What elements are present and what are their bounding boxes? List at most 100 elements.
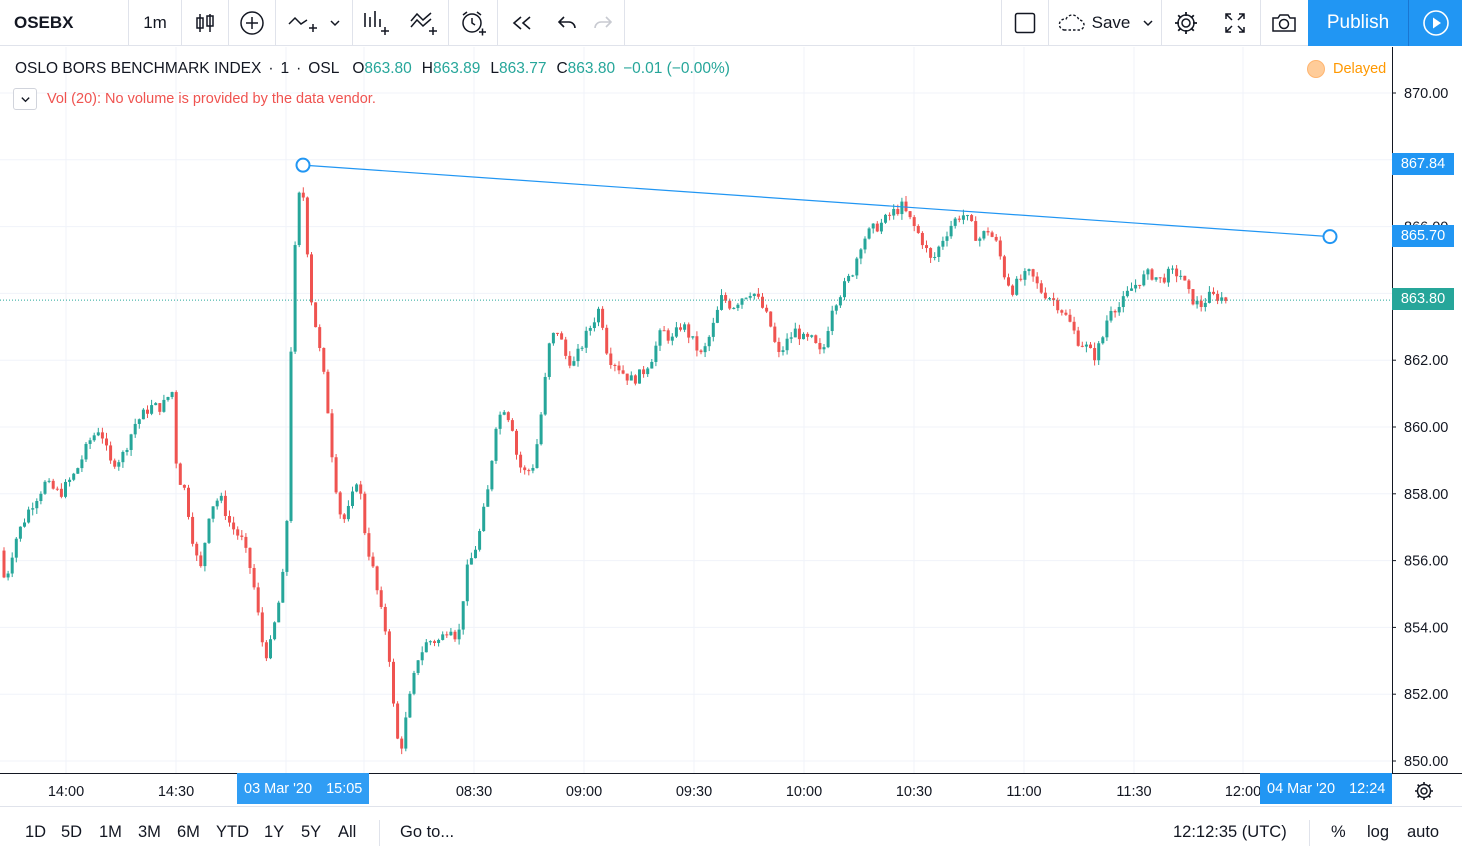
square-layout-icon	[1014, 12, 1036, 34]
time-axis-label: 14:00	[47, 784, 85, 800]
range-6m-button[interactable]: 6M	[177, 823, 200, 841]
candle-body	[1216, 293, 1220, 301]
candle-body	[363, 493, 367, 534]
candle-body	[629, 375, 633, 381]
candle-body	[900, 201, 904, 215]
candles-style-button[interactable]	[182, 0, 228, 46]
axis-settings-button[interactable]	[1414, 781, 1434, 806]
alert-button[interactable]	[449, 0, 497, 46]
toolbar-divider	[228, 0, 229, 46]
settings-button[interactable]	[1162, 0, 1210, 46]
candle-body	[191, 516, 195, 544]
candle-body	[269, 639, 272, 659]
delayed-badge[interactable]: Delayed	[1307, 60, 1386, 78]
candle-body	[1203, 302, 1207, 308]
publish-video-button[interactable]	[1409, 0, 1462, 46]
range-5y-button[interactable]: 5Y	[301, 823, 322, 841]
legend-title: OSLO BORS BENCHMARK INDEX	[15, 60, 262, 77]
auto-scale-button[interactable]: auto	[1407, 823, 1440, 841]
candle-body	[957, 218, 961, 220]
candle-body	[1158, 277, 1162, 279]
candle-body	[633, 375, 637, 384]
fullscreen-button[interactable]	[1210, 0, 1260, 46]
snapshot-button[interactable]	[1261, 0, 1307, 46]
range-1d-button[interactable]: 1D	[25, 823, 47, 841]
delayed-dot-icon	[1307, 60, 1325, 78]
chart-pane[interactable]: 870.00868.00866.00864.00862.00860.00858.…	[0, 47, 1462, 774]
candle-body	[117, 462, 121, 467]
range-ytd-button[interactable]: YTD	[216, 823, 249, 841]
time-axis-label: 11:00	[1006, 784, 1042, 800]
candle-body	[654, 345, 658, 362]
indicators-button[interactable]	[276, 0, 352, 46]
candle-body	[785, 338, 789, 351]
percent-scale-button[interactable]: %	[1331, 823, 1346, 841]
log-scale-button[interactable]: log	[1367, 823, 1390, 841]
save-button[interactable]: Save	[1049, 0, 1161, 46]
candle-body	[920, 232, 924, 246]
candle-body	[355, 484, 359, 492]
redo-icon	[594, 16, 613, 29]
templates-button[interactable]	[400, 0, 448, 46]
legend-interval: 1	[280, 60, 290, 77]
candle-body	[55, 488, 59, 490]
candle-body	[855, 258, 859, 276]
candle-body	[244, 536, 248, 548]
candle-body	[264, 642, 268, 659]
replay-button[interactable]	[498, 0, 546, 46]
price-tick-label: 860.00	[1404, 420, 1448, 436]
candle-body	[945, 236, 949, 241]
collapse-legend-button[interactable]	[13, 88, 37, 110]
layout-button[interactable]	[1002, 0, 1048, 46]
candle-body	[437, 639, 441, 643]
range-1m-button[interactable]: 1M	[99, 823, 122, 841]
candle-body	[961, 215, 965, 220]
candle-body	[1101, 337, 1105, 344]
candle-body	[158, 403, 162, 412]
candle-body	[43, 481, 47, 494]
publish-button[interactable]: Publish	[1308, 0, 1408, 46]
compare-button[interactable]	[229, 0, 275, 46]
range-5d-button[interactable]: 5D	[61, 823, 83, 841]
candle-body	[892, 209, 896, 216]
legend-close: C863.80	[556, 60, 616, 77]
candle-body	[765, 307, 769, 312]
trendline	[302, 164, 1331, 238]
toolbar-divider	[352, 0, 353, 46]
symbol-search-button[interactable]: OSEBX	[14, 0, 124, 46]
trendline-start-handle[interactable]	[295, 157, 311, 173]
goto-date-button[interactable]: Go to...	[400, 823, 455, 841]
range-3m-button[interactable]: 3M	[138, 823, 161, 841]
candle-body	[457, 629, 461, 640]
indicator-templates-icon	[410, 12, 437, 35]
candle-body	[1166, 268, 1170, 283]
candle-body	[1031, 269, 1035, 277]
toolbar-divider	[1161, 0, 1162, 46]
candle-body	[802, 333, 805, 340]
candle-body	[674, 327, 678, 337]
alarm-clock-icon	[462, 11, 486, 36]
chevron-down-icon	[20, 96, 30, 102]
legend-open: O863.80	[352, 60, 412, 77]
candle-body	[908, 211, 912, 218]
candle-body	[613, 364, 617, 366]
candle-body	[916, 226, 920, 233]
candle-body	[806, 333, 810, 337]
candle-body	[642, 369, 646, 375]
candle-body	[560, 333, 564, 340]
range-all-button[interactable]: All	[338, 823, 357, 841]
undo-button[interactable]	[546, 0, 588, 46]
interval-button[interactable]: 1m	[129, 0, 181, 46]
candle-body	[342, 514, 346, 520]
financials-button[interactable]	[353, 0, 399, 46]
candle-body	[109, 445, 113, 461]
candle-body	[1007, 277, 1010, 286]
candle-body	[699, 350, 703, 353]
utc-clock[interactable]: 12:12:35 (UTC)	[1173, 823, 1287, 841]
range-1y-button[interactable]: 1Y	[264, 823, 285, 841]
redo-button[interactable]	[582, 0, 624, 46]
candle-body	[896, 209, 900, 215]
candle-body	[240, 535, 244, 537]
trendline-end-handle[interactable]	[1322, 229, 1338, 245]
candle-body	[687, 324, 691, 338]
